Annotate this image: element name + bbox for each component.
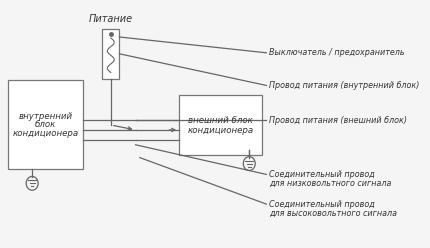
Text: внутренний: внутренний xyxy=(18,112,73,121)
Text: Выключатель / предохранитель: Выключатель / предохранитель xyxy=(269,48,405,57)
Text: внешний блок: внешний блок xyxy=(188,116,253,124)
Text: Питание: Питание xyxy=(89,14,133,24)
Text: Провод питания (внутренний блок): Провод питания (внутренний блок) xyxy=(269,81,419,90)
Text: Соединительный провод: Соединительный провод xyxy=(269,170,375,180)
Text: Соединительный провод: Соединительный провод xyxy=(269,200,375,209)
Text: для высоковольтного сигнала: для высоковольтного сигнала xyxy=(269,209,397,218)
Text: для низковольтного сигнала: для низковольтного сигнала xyxy=(269,179,391,188)
Text: кондиционера: кондиционера xyxy=(187,126,254,135)
Text: Провод питания (внешний блок): Провод питания (внешний блок) xyxy=(269,116,407,124)
Bar xyxy=(8,81,83,169)
Text: кондиционера: кондиционера xyxy=(12,129,78,138)
Bar xyxy=(179,95,262,155)
Bar xyxy=(102,29,120,79)
Text: блок: блок xyxy=(35,121,56,129)
